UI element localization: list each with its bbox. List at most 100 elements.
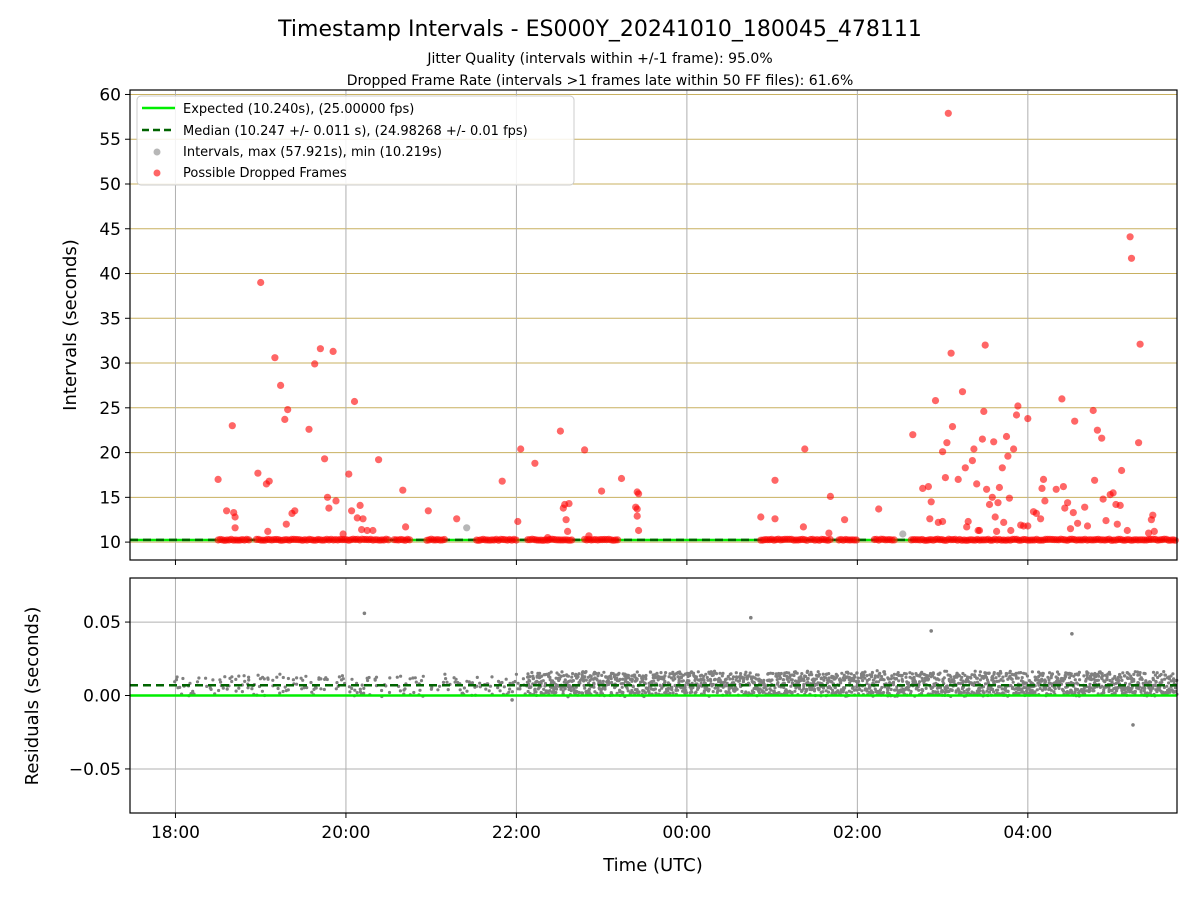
residual-point <box>341 677 345 681</box>
residual-point <box>475 675 479 680</box>
residual-point <box>286 688 290 692</box>
residual-point <box>1155 671 1159 675</box>
residual-point <box>918 680 922 684</box>
residuals-x-tick-label: 20:00 <box>321 823 370 843</box>
residual-point <box>718 671 722 675</box>
residual-point <box>234 677 238 682</box>
residual-point <box>816 670 820 674</box>
residual-point <box>319 687 323 691</box>
residuals-y-tick-label: 0.05 <box>83 613 121 633</box>
residual-point <box>1167 677 1171 681</box>
residual-point <box>756 673 760 677</box>
residual-point <box>281 675 285 680</box>
dropped-frame-point <box>345 470 353 478</box>
residual-point <box>1069 673 1073 678</box>
residual-point <box>508 687 512 691</box>
residual-point <box>937 678 941 682</box>
residual-point <box>721 671 725 676</box>
residual-point <box>852 673 856 678</box>
residual-point <box>889 677 893 681</box>
residual-point <box>1048 671 1052 675</box>
residual-point <box>540 674 544 678</box>
intervals-y-tick-label: 55 <box>99 130 121 150</box>
dropped-frame-point <box>1032 509 1040 517</box>
residual-point <box>1017 691 1021 695</box>
residual-point <box>549 670 553 674</box>
dropped-frame-point <box>875 505 883 513</box>
residual-point <box>1168 690 1172 694</box>
residual-point <box>1016 676 1020 680</box>
residual-point <box>714 672 719 676</box>
residual-point <box>350 677 354 681</box>
residual-point <box>438 684 442 688</box>
dropped-frame-point <box>531 459 539 467</box>
dropped-frame-point <box>958 388 967 396</box>
dropped-frame-point <box>941 474 950 482</box>
dropped-frame-point <box>562 516 570 524</box>
legend-intervals-swatch <box>153 148 161 156</box>
residual-point <box>704 672 708 676</box>
residual-point <box>1056 676 1060 680</box>
residual-point <box>1073 678 1077 682</box>
residual-point <box>562 674 566 678</box>
dropped-frame-point <box>1091 476 1099 484</box>
residual-point <box>260 689 264 693</box>
residual-point <box>1138 671 1142 675</box>
dropped-frame-point <box>1136 340 1144 348</box>
residual-point <box>541 679 545 683</box>
legend-dropped-swatch <box>153 169 161 177</box>
dropped-frame-point <box>801 445 809 453</box>
residual-point <box>928 671 933 676</box>
residual-point <box>906 681 911 685</box>
dropped-frame-point <box>321 455 329 463</box>
dropped-frame-point <box>1116 501 1124 509</box>
dropped-frame-point <box>353 514 361 522</box>
dropped-frame-point <box>1099 495 1107 503</box>
residual-point <box>319 677 323 681</box>
residual-point <box>997 674 1001 678</box>
intervals-y-tick-label: 50 <box>99 175 121 195</box>
residual-point <box>1055 670 1060 674</box>
residual-point <box>445 680 449 684</box>
dropped-frame-point <box>1037 515 1045 523</box>
residual-point <box>1102 688 1106 692</box>
residual-point <box>991 687 995 692</box>
residual-point <box>173 680 177 684</box>
residual-point <box>1100 677 1104 681</box>
residual-point <box>804 674 808 679</box>
residual-point <box>802 683 806 687</box>
residual-point <box>1024 672 1028 676</box>
residual-point <box>467 680 471 684</box>
residual-point <box>719 689 723 693</box>
residual-point <box>726 674 730 679</box>
residual-point <box>1107 685 1111 689</box>
residual-point <box>637 690 641 694</box>
residual-point <box>891 680 896 684</box>
residual-point <box>882 670 887 674</box>
residual-point <box>901 679 905 683</box>
dropped-frame-point <box>214 475 222 483</box>
residual-point <box>954 689 958 693</box>
residual-point <box>580 675 584 679</box>
dropped-band-point <box>614 536 622 544</box>
residual-point <box>975 676 979 680</box>
residual-point <box>399 674 403 678</box>
residual-point <box>1049 688 1053 692</box>
residual-point <box>999 671 1003 675</box>
residual-point <box>1126 676 1130 681</box>
residual-point <box>1009 683 1013 688</box>
residual-point <box>1160 680 1164 684</box>
residual-point <box>620 690 624 694</box>
residual-point <box>912 675 916 680</box>
dropped-frame-point <box>961 464 969 472</box>
dropped-frame-point <box>231 513 239 521</box>
dropped-frame-point <box>1014 402 1022 410</box>
residual-point <box>985 689 989 693</box>
dropped-frame-point <box>498 477 506 485</box>
residual-point <box>1084 679 1088 683</box>
dropped-frame-point <box>1074 519 1082 527</box>
residual-point <box>1046 675 1050 679</box>
residual-point <box>942 676 946 680</box>
residual-point <box>785 691 789 695</box>
